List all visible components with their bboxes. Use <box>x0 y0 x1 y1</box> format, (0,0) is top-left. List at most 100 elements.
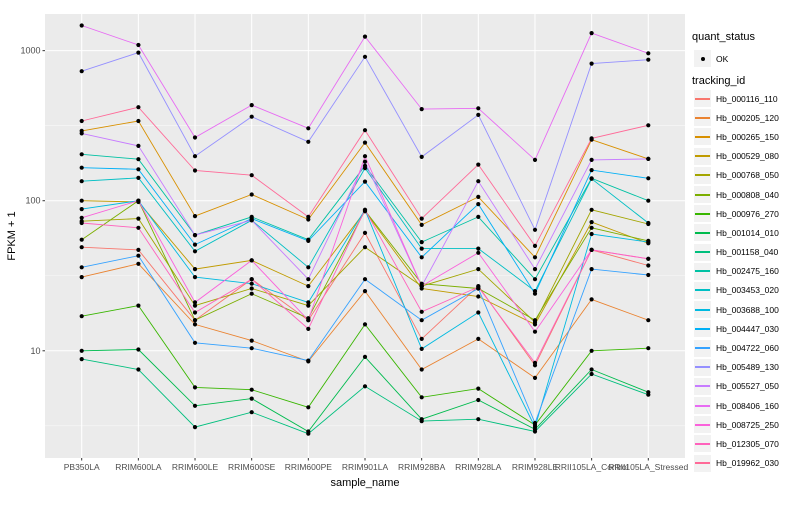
data-point <box>476 162 481 167</box>
data-point <box>136 50 141 55</box>
data-point <box>192 385 198 390</box>
legend-item-label: Hb_000205_120 <box>716 112 779 123</box>
legend-key <box>694 109 711 127</box>
data-point <box>419 222 424 227</box>
data-point <box>192 300 198 305</box>
data-point <box>589 247 594 252</box>
data-point <box>306 358 311 363</box>
data-point <box>419 419 424 424</box>
legend-item-Hb_004722_060: Hb_004722_060 <box>694 338 779 357</box>
data-point <box>79 69 84 74</box>
data-point <box>192 322 198 327</box>
x-tick-label: RRII105LA_Control <box>555 462 629 472</box>
line-swatch-icon <box>695 385 710 388</box>
legend-key <box>694 166 711 184</box>
data-point <box>306 318 311 323</box>
data-point <box>532 329 538 334</box>
data-point <box>646 51 651 56</box>
data-point <box>476 417 481 422</box>
legend-key <box>694 90 711 108</box>
data-point <box>79 131 84 136</box>
data-point <box>589 61 594 66</box>
data-point <box>136 118 141 124</box>
data-point <box>79 152 84 157</box>
data-point <box>79 220 84 226</box>
data-point <box>532 318 538 323</box>
x-tick-label: RRIM928LA <box>455 462 502 472</box>
line-swatch-icon <box>695 174 710 177</box>
data-point <box>192 340 198 345</box>
legend-key <box>694 320 711 338</box>
data-point <box>419 240 424 245</box>
legend-item-Hb_000808_040: Hb_000808_040 <box>694 185 779 204</box>
data-point <box>362 159 368 164</box>
data-point <box>249 281 254 286</box>
line-swatch-icon <box>695 404 710 407</box>
data-point <box>249 338 254 343</box>
data-point <box>249 387 254 392</box>
data-point <box>192 168 198 173</box>
line-swatch-icon <box>695 347 710 350</box>
x-tick-label: RRIM928LE <box>512 462 559 472</box>
data-point <box>476 106 481 111</box>
data-point <box>136 105 141 110</box>
data-point <box>249 291 254 296</box>
data-point <box>306 431 311 436</box>
data-point <box>192 275 198 280</box>
data-point <box>476 397 481 403</box>
data-point <box>306 405 311 410</box>
data-point <box>249 173 254 178</box>
data-point <box>192 303 198 308</box>
x-tick-label: RRIM901LA <box>342 462 389 472</box>
data-point <box>532 429 538 434</box>
data-point <box>362 154 368 159</box>
data-point <box>79 245 84 250</box>
legend-key <box>694 224 711 242</box>
line-swatch-icon <box>695 462 710 465</box>
data-point <box>136 198 141 203</box>
data-point <box>646 176 651 181</box>
data-point <box>306 139 311 144</box>
data-point <box>589 30 594 36</box>
data-point <box>589 231 594 237</box>
data-point <box>532 291 538 296</box>
legend-item-label: Hb_001014_010 <box>716 227 779 238</box>
data-point <box>249 192 254 197</box>
legend-item-Hb_000265_150: Hb_000265_150 <box>694 127 779 146</box>
legend-item-label: Hb_000976_270 <box>716 208 779 219</box>
legend-item-label: Hb_008406_160 <box>716 400 779 411</box>
legend-item-Hb_005527_050: Hb_005527_050 <box>694 377 779 396</box>
data-point <box>476 112 481 117</box>
data-point <box>646 346 651 351</box>
legend-item-label: Hb_003688_100 <box>716 304 779 315</box>
legend-item-label: Hb_000529_080 <box>716 151 779 162</box>
data-point <box>646 198 651 203</box>
data-point <box>136 175 141 180</box>
legend-key <box>694 377 711 395</box>
data-point <box>646 57 651 62</box>
legend-item-label: Hb_005489_130 <box>716 362 779 373</box>
data-point <box>419 284 424 289</box>
data-point <box>136 143 141 148</box>
data-point <box>589 267 594 272</box>
x-tick-label: RRIM928BA <box>398 462 446 472</box>
data-point <box>532 267 538 272</box>
line-swatch-icon <box>695 155 710 158</box>
data-point <box>532 277 538 282</box>
data-point <box>362 140 368 145</box>
data-point <box>419 395 424 400</box>
data-point <box>362 54 368 59</box>
legend-item-label: Hb_002475_160 <box>716 266 779 277</box>
quant-status-legend-item: OK <box>694 49 728 68</box>
data-point <box>306 300 311 305</box>
data-point <box>362 354 368 359</box>
data-point <box>589 297 594 302</box>
data-point <box>362 34 368 39</box>
data-point <box>79 237 84 242</box>
line-swatch-icon <box>695 231 710 234</box>
data-point <box>136 167 141 172</box>
legend-item-Hb_001158_040: Hb_001158_040 <box>694 243 779 262</box>
x-tick-label: RRIM600PE <box>285 462 333 472</box>
line-swatch-icon <box>695 97 710 100</box>
